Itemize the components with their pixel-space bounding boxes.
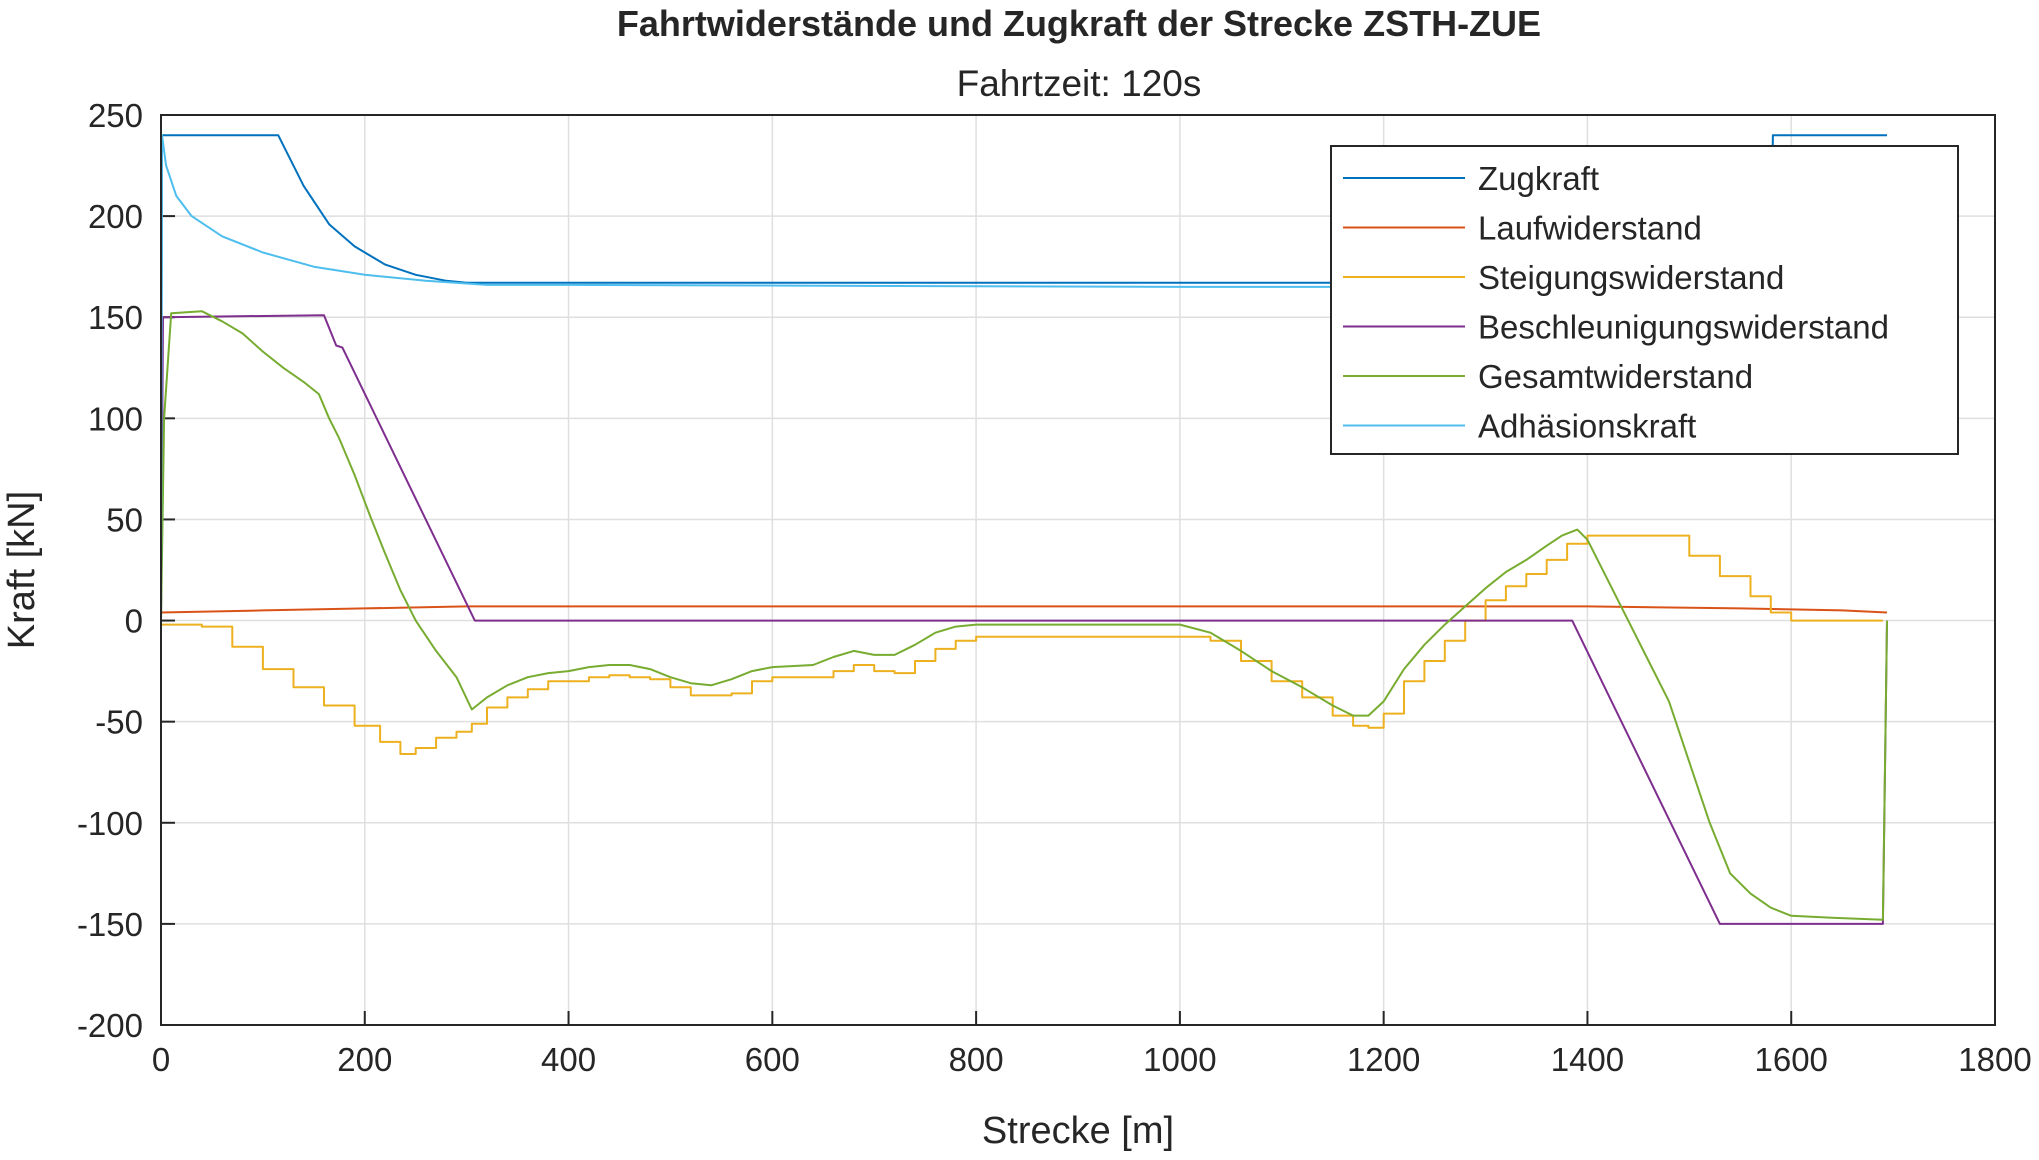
legend-entry: Laufwiderstand (1478, 210, 1702, 247)
x-axis-label: Strecke [m] (982, 1110, 1174, 1152)
x-tick-label: 1000 (1143, 1041, 1216, 1078)
legend-entry: Beschleunigungswiderstand (1478, 309, 1889, 346)
x-tick-label: 1600 (1755, 1041, 1828, 1078)
series-line-steigungswiderstand (161, 534, 1883, 755)
series-line-laufwiderstand (160, 605, 1888, 614)
x-tick-label: 1800 (1958, 1041, 2031, 1078)
y-tick-label: -200 (77, 1007, 143, 1044)
legend-entry: Zugkraft (1478, 160, 1599, 197)
series-line-beschleunigungswiderstand (160, 314, 1888, 925)
x-tick-label: 800 (949, 1041, 1004, 1078)
legend-entry: Adhäsionskraft (1478, 408, 1696, 445)
y-tick-label: -50 (95, 704, 143, 741)
x-tick-label: 600 (745, 1041, 800, 1078)
y-tick-labels: -200 -150 -100 -50 0 50 100 150 200 250 (77, 97, 143, 1044)
y-tick-label: 100 (88, 400, 143, 437)
chart-title: Fahrtwiderstände und Zugkraft der Streck… (617, 3, 1541, 44)
x-tick-label: 400 (541, 1041, 596, 1078)
x-tick-label: 200 (337, 1041, 392, 1078)
y-axis-label: Kraft [kN] (1, 491, 43, 649)
chart-subtitle: Fahrtzeit: 120s (957, 63, 1202, 104)
series-line-adh-sionskraft (160, 134, 1887, 621)
plot-frame (160, 114, 1996, 1026)
legend-items: Zugkraft Laufwiderstand Steigungswiderstan… (1343, 160, 1889, 445)
y-tick-label: -100 (77, 805, 143, 842)
y-tick-label: 200 (88, 198, 143, 235)
y-tick-label: 0 (125, 603, 143, 640)
y-tick-label: 250 (88, 97, 143, 134)
legend: Zugkraft Laufwiderstand Steigungswiderstan… (1330, 145, 1959, 455)
x-tick-labels: 0 200 400 600 800 1000 1200 1400 1600 1800 (152, 1041, 2032, 1078)
y-tick-label: 50 (106, 501, 143, 538)
legend-entry: Gesamtwiderstand (1478, 358, 1753, 395)
x-tick-label: 0 (152, 1041, 170, 1078)
y-tick-label: 150 (88, 299, 143, 336)
x-tick-label: 1200 (1347, 1041, 1420, 1078)
legend-box (1330, 145, 1959, 455)
series-layer (160, 134, 1888, 925)
x-tick-label: 1400 (1551, 1041, 1624, 1078)
series-line-gesamtwiderstand (160, 310, 1888, 921)
legend-entry: Steigungswiderstand (1478, 259, 1784, 296)
y-tick-label: -150 (77, 906, 143, 943)
